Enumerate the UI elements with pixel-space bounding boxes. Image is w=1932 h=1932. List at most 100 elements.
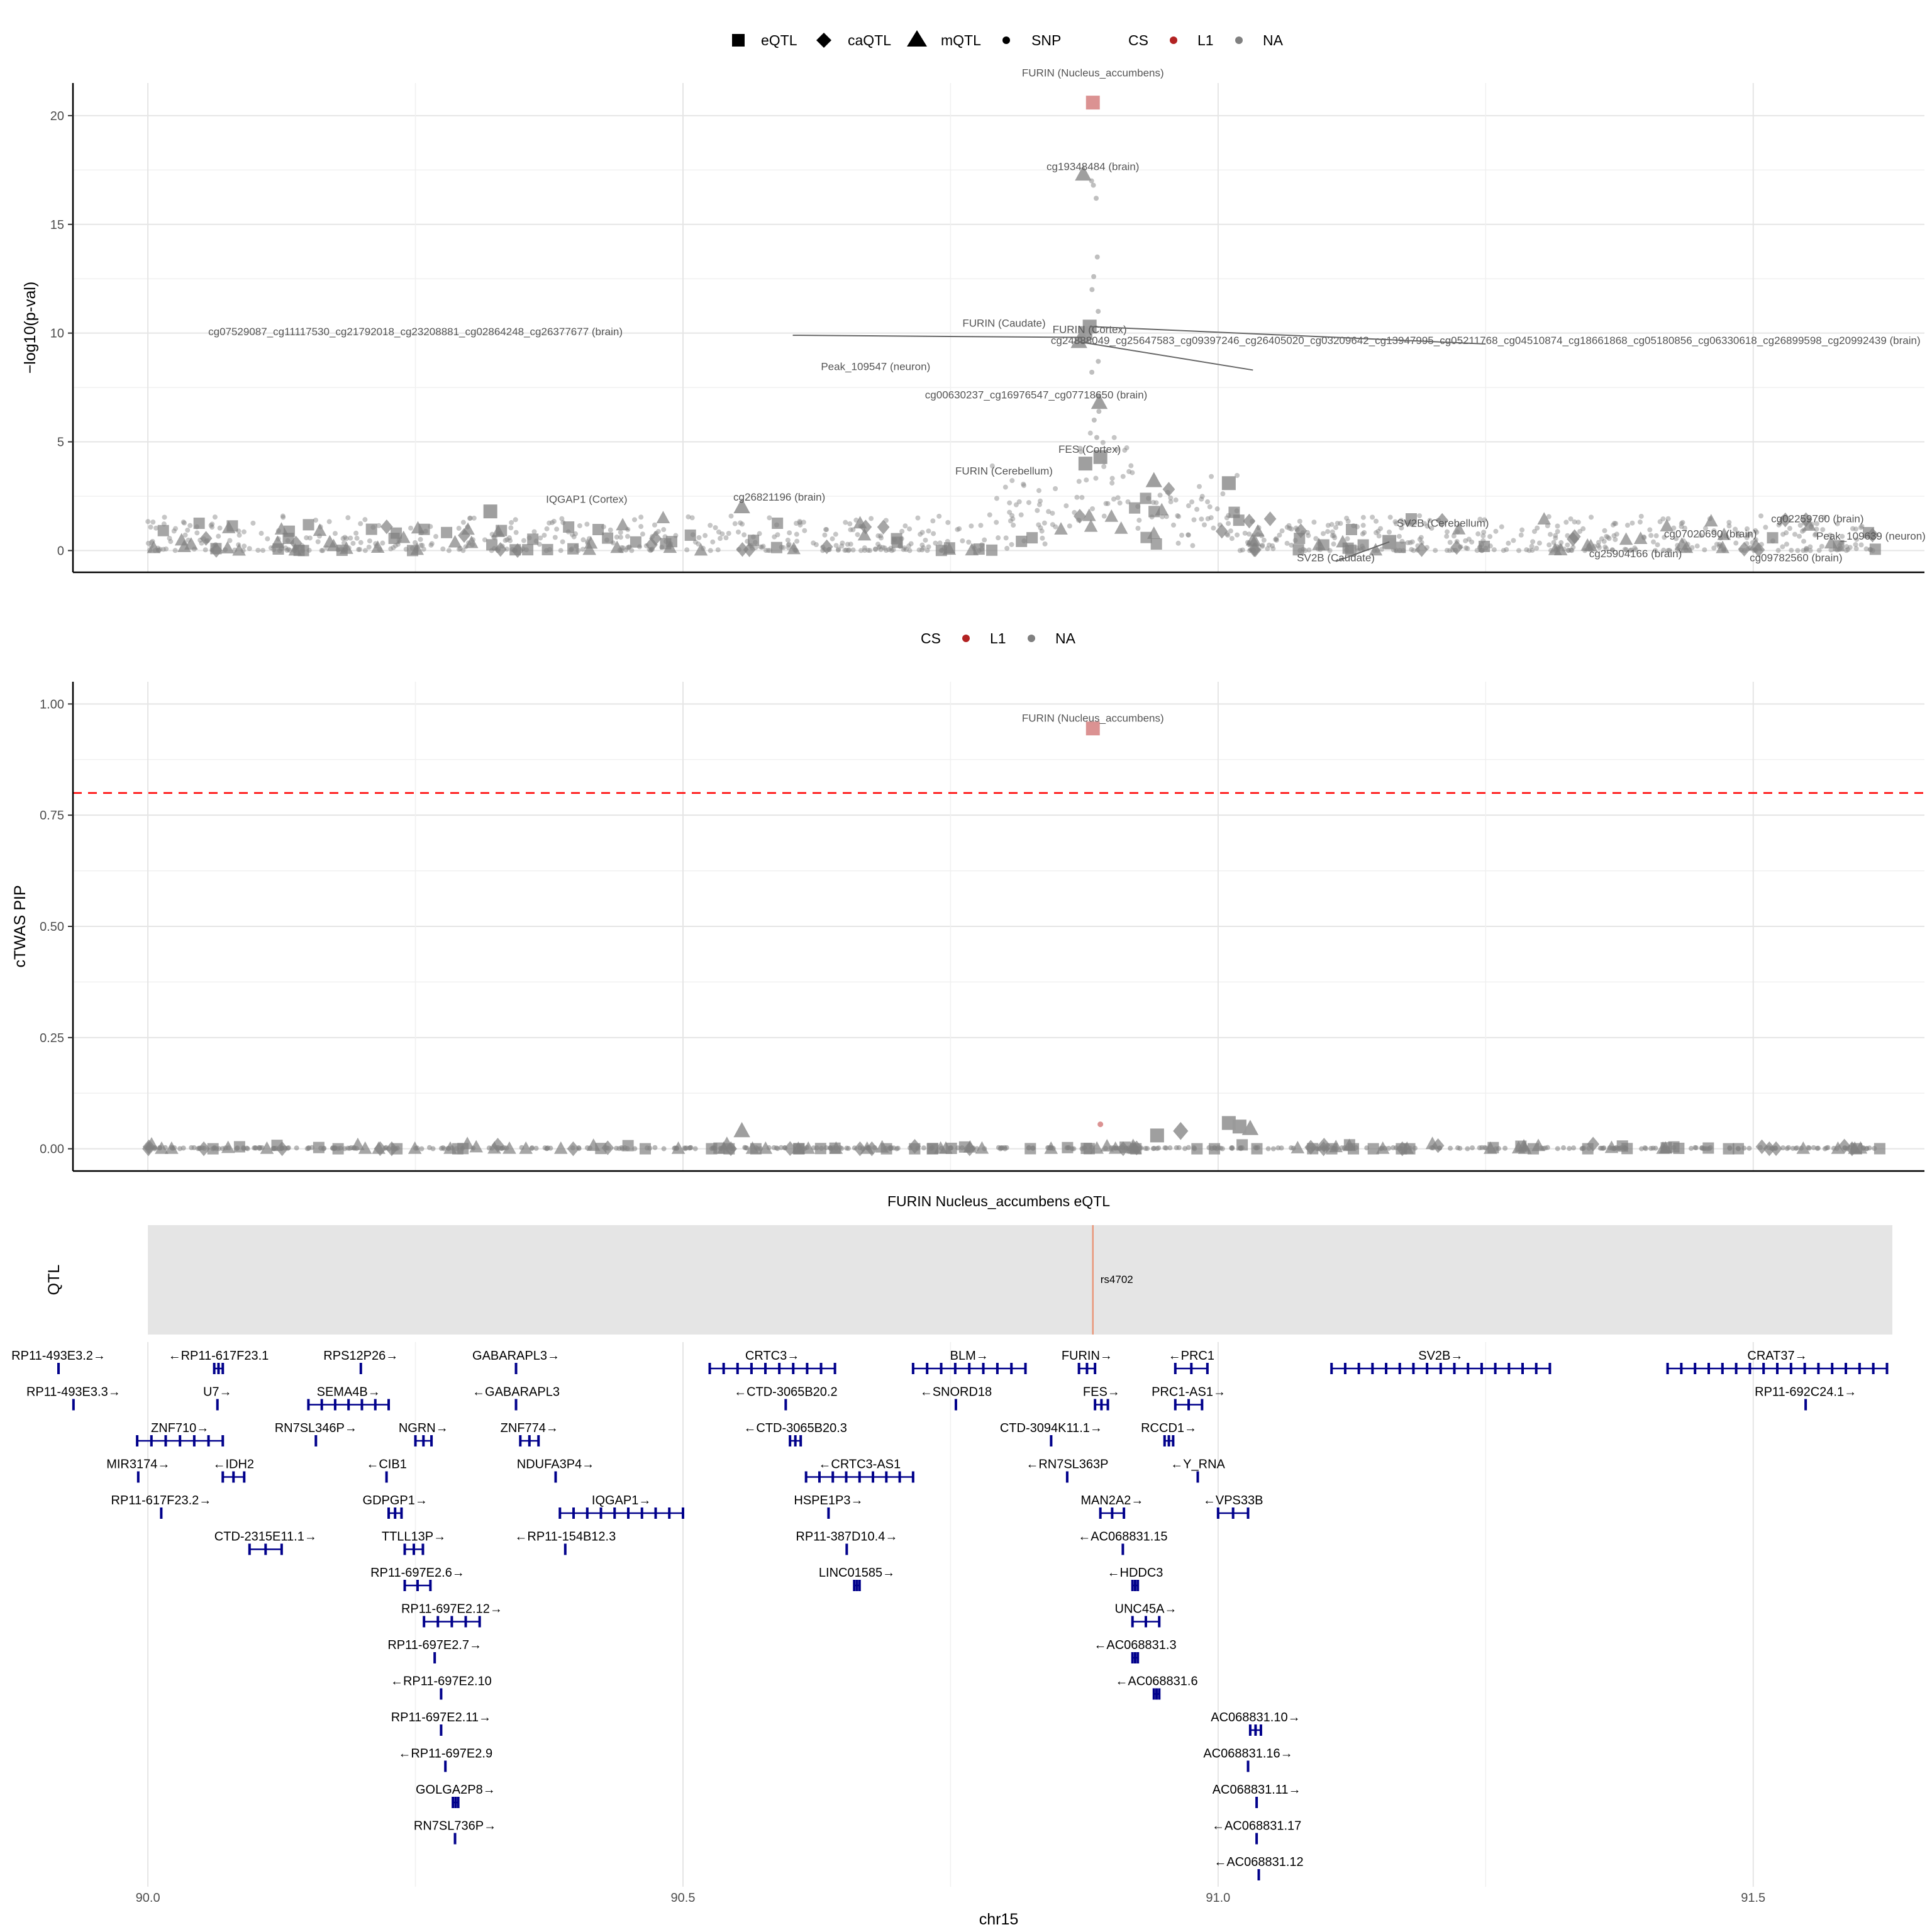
qtl-feature-point bbox=[1215, 524, 1228, 539]
snp-point bbox=[1321, 531, 1326, 536]
pip-snp-point bbox=[1386, 1145, 1392, 1151]
qtl-feature-point bbox=[303, 519, 314, 531]
snp-point bbox=[1338, 521, 1343, 526]
gene-exon bbox=[1123, 1507, 1126, 1519]
legend-eqtl-label: eQTL bbox=[761, 32, 797, 48]
gene-label: ←RP11-697E2.9 bbox=[398, 1747, 492, 1761]
snp-point bbox=[1225, 532, 1231, 538]
gene-exon bbox=[440, 1724, 443, 1736]
gene-exon bbox=[1121, 1543, 1124, 1555]
snp-point bbox=[1407, 540, 1413, 545]
snp-point bbox=[915, 515, 921, 521]
gene-exon bbox=[750, 1363, 753, 1374]
snp-point bbox=[1570, 545, 1576, 550]
qtl-feature-point bbox=[656, 511, 670, 524]
snp-point bbox=[614, 535, 619, 540]
y-tick-label: 0.25 bbox=[40, 1031, 64, 1045]
pip-feature-point bbox=[958, 1141, 970, 1153]
gene-exon bbox=[1735, 1363, 1738, 1374]
snp-point bbox=[726, 531, 731, 536]
pip-snp-point bbox=[1265, 1146, 1271, 1152]
snp-point bbox=[1211, 525, 1216, 531]
gene-exon bbox=[1099, 1507, 1102, 1519]
pip-feature-point bbox=[1236, 1139, 1248, 1151]
pip-snp-point bbox=[1601, 1145, 1607, 1151]
snp-point bbox=[1553, 535, 1558, 541]
snp-point bbox=[926, 528, 931, 534]
gene-exon bbox=[586, 1507, 589, 1519]
snp-point bbox=[978, 523, 984, 528]
snp-point bbox=[1287, 526, 1292, 531]
legend-l1-label: L1 bbox=[1197, 32, 1214, 48]
qtl-feature-point bbox=[486, 539, 498, 551]
snp-point bbox=[1094, 254, 1100, 260]
pip-snp-point bbox=[1288, 1145, 1294, 1151]
snp-point bbox=[945, 519, 951, 525]
point-annotation: cg09782560 (brain) bbox=[1750, 552, 1842, 564]
snp-point bbox=[342, 535, 348, 540]
gene-exon bbox=[57, 1363, 60, 1374]
snp-point bbox=[1196, 484, 1202, 489]
pval-panel: FURIN (Nucleus_accumbens) cg19348484 (bra… bbox=[21, 67, 1926, 574]
snp-point bbox=[684, 547, 690, 553]
pip-feature-point bbox=[519, 1141, 533, 1154]
snp-point bbox=[735, 529, 741, 535]
qtl-feature-point bbox=[1129, 502, 1141, 514]
snp-point bbox=[150, 519, 156, 525]
pip-feature-point bbox=[758, 1141, 773, 1154]
gene-exon bbox=[1480, 1363, 1483, 1374]
snp-point bbox=[1205, 516, 1211, 521]
snp-point bbox=[1171, 522, 1177, 528]
pip-feature-point bbox=[1304, 1140, 1318, 1155]
x-axis-ticks: 90.0 90.5 91.0 91.5 bbox=[136, 1891, 1766, 1905]
gene-exon bbox=[232, 1471, 235, 1483]
snp-point bbox=[738, 520, 743, 526]
snp-point bbox=[1007, 509, 1013, 515]
qtl-feature-point bbox=[1140, 531, 1152, 543]
snp-point bbox=[1804, 546, 1809, 552]
snp-point bbox=[1733, 526, 1738, 532]
pip-snp-point bbox=[1561, 1145, 1567, 1151]
snp-point bbox=[358, 540, 364, 545]
qtl-feature-point bbox=[1345, 523, 1357, 535]
pip-highlight-point bbox=[1173, 1122, 1189, 1140]
gene-label: ←RP11-617F23.1 bbox=[169, 1349, 269, 1363]
snp-point bbox=[209, 525, 215, 530]
gene-exon bbox=[1144, 1616, 1147, 1628]
gene-exon bbox=[400, 1507, 403, 1519]
snp-point bbox=[315, 539, 321, 545]
qtl-feature-point bbox=[1704, 514, 1718, 527]
qtl-feature-point bbox=[1114, 521, 1128, 534]
snp-point bbox=[1613, 536, 1618, 542]
gene-exon bbox=[1254, 1724, 1257, 1736]
gene-exon bbox=[514, 1363, 518, 1374]
gene-label: FURIN→ bbox=[1062, 1349, 1113, 1363]
legend-cs-title: CS bbox=[1128, 32, 1148, 48]
gene-label: MIR3174→ bbox=[106, 1458, 170, 1472]
snp-point bbox=[994, 519, 999, 525]
snp-point bbox=[1274, 537, 1279, 543]
snp-point bbox=[1481, 530, 1487, 535]
snp-point bbox=[1612, 521, 1618, 526]
pip-snp-point bbox=[1502, 1145, 1508, 1151]
qtl-feature-point bbox=[232, 543, 246, 556]
snp-point bbox=[1613, 521, 1619, 526]
qtl-track-title: FURIN Nucleus_accumbens eQTL bbox=[887, 1193, 1110, 1209]
pip-feature-point bbox=[784, 1141, 797, 1156]
pip-points bbox=[142, 721, 1885, 1157]
snp-point bbox=[1007, 500, 1013, 506]
pip-highlight-point bbox=[1221, 1116, 1236, 1130]
snp-point bbox=[889, 548, 894, 553]
qtl-feature-point bbox=[770, 541, 782, 553]
snp-point bbox=[1746, 533, 1752, 538]
snp-point bbox=[433, 534, 439, 540]
qtl-feature-point bbox=[1162, 482, 1175, 497]
point-annotation: cg02259760 (brain) bbox=[1771, 513, 1863, 525]
qtl-feature-point bbox=[336, 544, 348, 556]
snp-point bbox=[931, 531, 936, 536]
pip-snp-point bbox=[1815, 1145, 1821, 1151]
snp-point bbox=[577, 523, 582, 528]
qtl-feature-point bbox=[1357, 539, 1369, 551]
snp-point bbox=[1053, 486, 1058, 491]
snp-point bbox=[1477, 516, 1483, 522]
